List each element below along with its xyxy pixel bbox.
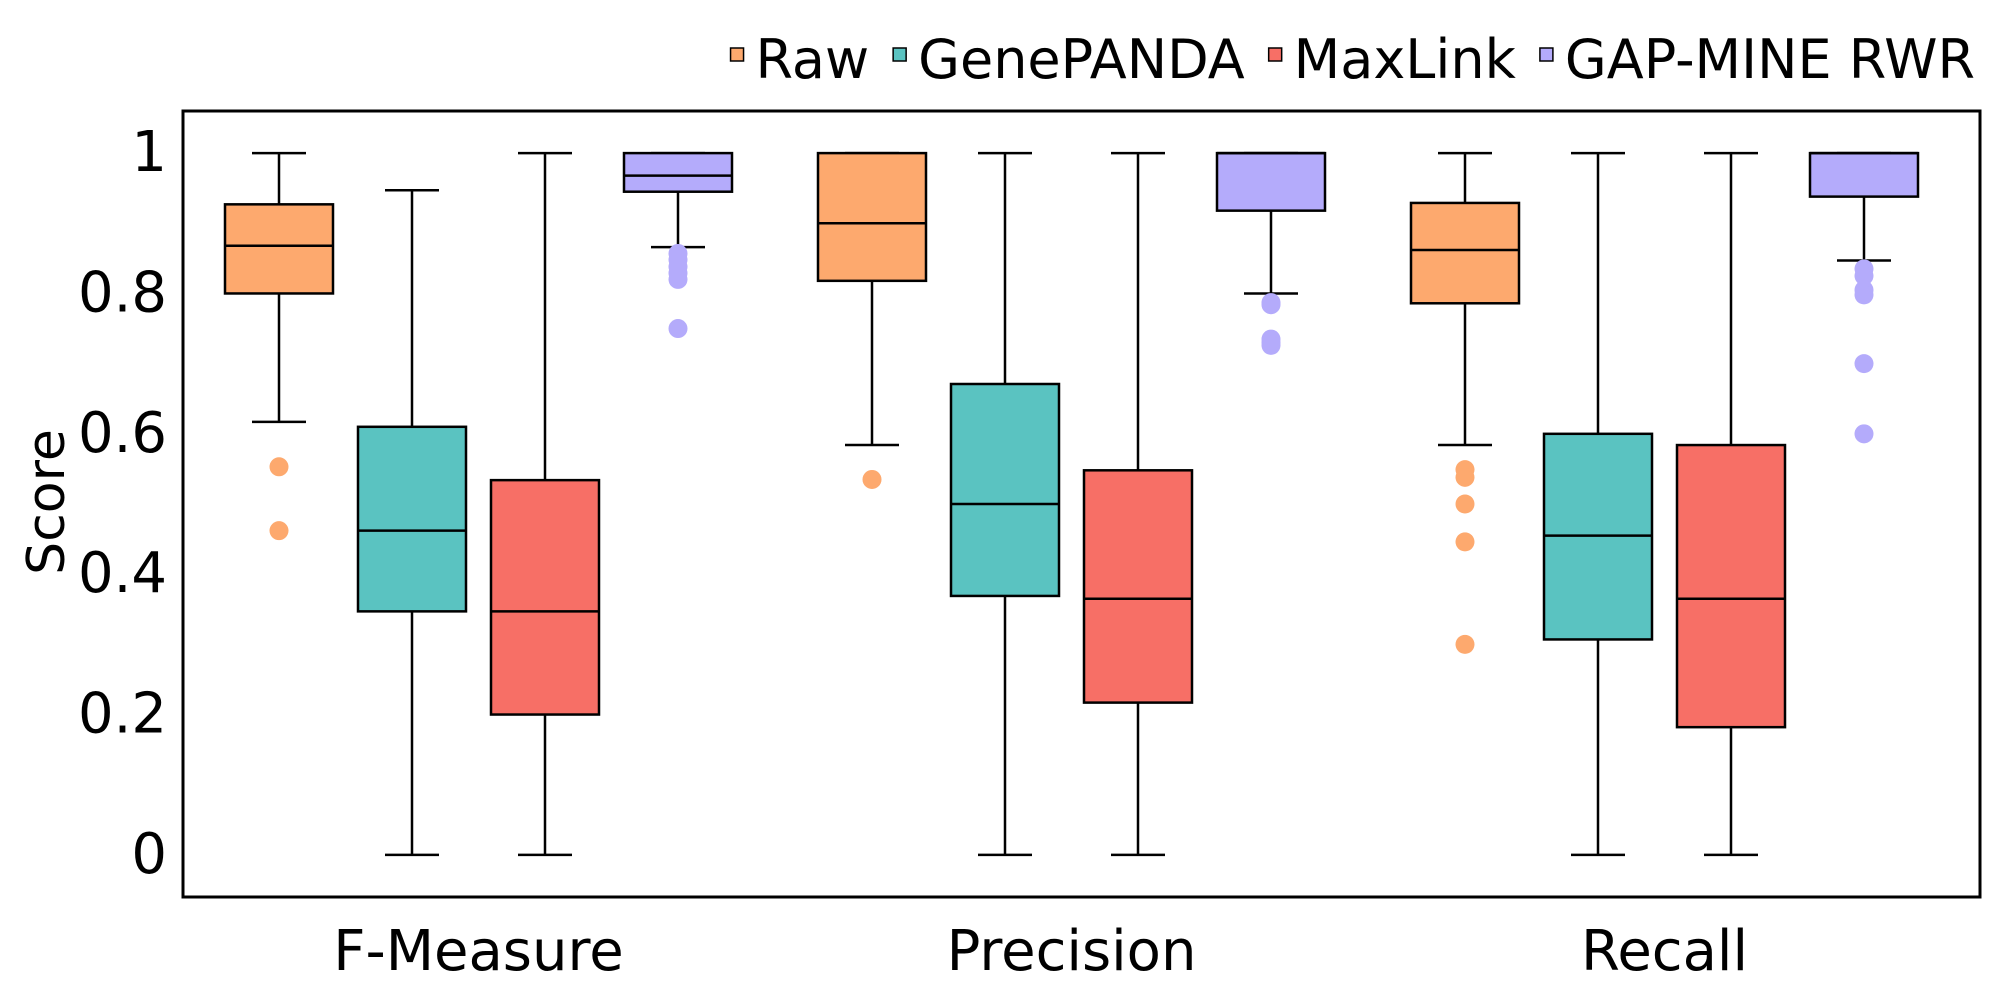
x-category-label: Recall [1581,919,1748,984]
box-iqr [489,478,601,716]
box-iqr [622,151,734,193]
x-category-label: Precision [947,919,1197,984]
box-raw [223,151,335,541]
box-iqr [1808,151,1920,198]
legend: Raw GenePANDA MaxLink GAP-MINE RWR [729,28,1975,91]
outlier-point [668,319,688,339]
outlier-point [862,469,882,489]
box-maxlink [1082,151,1194,857]
box-gap-mine-rwr [1215,151,1327,355]
legend-swatch [892,47,907,62]
outlier-point [1455,634,1475,654]
outlier-point [1455,467,1475,487]
box-iqr [949,382,1061,598]
legend-swatch [729,47,745,62]
x-axis-category-labels: F-Measure Precision Recall [333,919,1748,984]
box-iqr [1082,469,1194,704]
y-tick-label: 0 [131,822,167,887]
outlier-point [269,457,289,477]
legend-swatch [1539,47,1554,62]
box-genepanda [949,151,1061,857]
outlier-point [1854,266,1874,286]
box-iqr [223,203,335,295]
box-gap-mine-rwr [1808,151,1920,444]
y-axis-ticks: 0 0.2 0.4 0.6 0.8 1 [78,120,167,887]
x-category-label: F-Measure [333,919,623,984]
legend-label: Raw [756,28,870,91]
box-genepanda [1542,151,1654,857]
outlier-point [1455,494,1475,514]
legend-label: GAP-MINE RWR [1565,28,1975,91]
box-iqr [1675,443,1787,729]
y-tick-label: 0.4 [78,541,167,606]
outlier-point [1854,354,1874,374]
outlier-point [668,269,688,289]
outlier-point [1261,295,1281,315]
legend-swatch [1267,47,1283,62]
box-genepanda [356,189,468,857]
box-maxlink [1675,151,1787,857]
box-iqr [816,151,928,283]
outlier-point [269,521,289,541]
y-tick-label: 0.6 [78,401,167,466]
box-iqr [356,425,468,613]
y-tick-label: 0.2 [78,682,167,747]
plot-area-frame [181,109,1982,899]
outlier-point [1261,335,1281,355]
y-axis-label: Score [17,429,77,575]
box-raw [816,151,928,489]
y-tick-label: 0.8 [78,260,167,325]
box-gap-mine-rwr [622,151,734,339]
box-iqr [1409,201,1521,305]
y-tick-label: 1 [131,120,167,185]
box-maxlink [489,151,601,857]
legend-label: GenePANDA [918,28,1245,91]
box-iqr [1215,151,1327,212]
legend-label: MaxLink [1294,28,1517,91]
box-raw [1409,151,1521,654]
outlier-point [1854,285,1874,305]
box-series-group [223,151,1920,857]
outlier-point [1455,532,1475,552]
outlier-point [1854,424,1874,444]
